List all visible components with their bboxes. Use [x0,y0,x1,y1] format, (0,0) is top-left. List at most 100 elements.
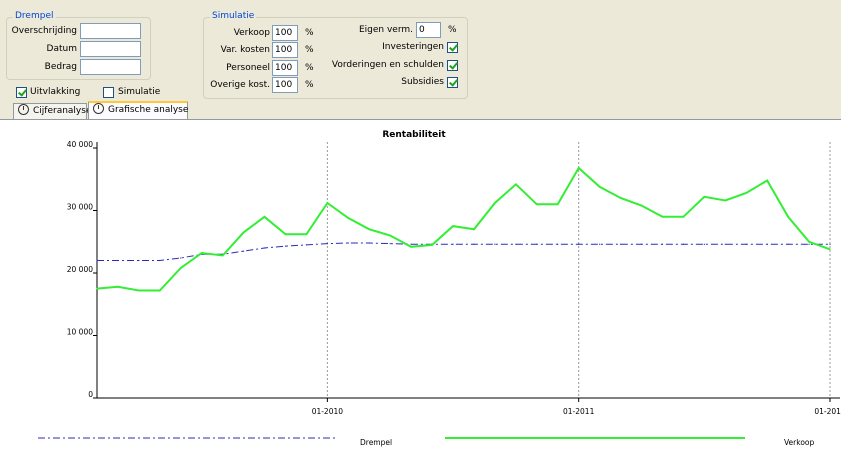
rentabiliteit-chart: Rentabiliteit 0 10 000 20 000 30 000 40 000 0… [38,130,841,447]
overschrijding-input[interactable] [80,23,141,39]
chart-panel: Rentabiliteit 0 10 000 20 000 30 000 40 000 0… [0,119,841,466]
data-point-verkoop [640,204,643,207]
verkoop-label: Verkoop [233,28,270,38]
eigen-verm-input[interactable]: 0 [416,22,441,38]
legend-label-verkoop: Verkoop [784,438,814,447]
var-kosten-label: Var. kosten [220,45,270,55]
data-point-drempel [808,243,810,245]
data-point-verkoop [180,267,182,269]
data-point-drempel [326,243,328,245]
data-point-drempel [640,243,643,245]
series-line-verkoop [96,166,831,292]
data-point-verkoop [661,216,664,218]
simulatie-checkbox[interactable] [103,87,114,98]
var-kosten-unit: % [305,45,314,55]
data-point-verkoop [745,192,747,194]
data-point-drempel [724,243,726,245]
data-point-verkoop [96,288,98,290]
verkoop-unit: % [305,28,314,38]
data-point-verkoop [808,241,810,243]
data-point-drempel [243,250,245,252]
data-point-drempel [515,243,517,245]
data-point-verkoop [138,289,140,292]
data-point-drempel [263,247,266,249]
data-point-verkoop [829,248,831,250]
data-point-drempel [410,243,412,245]
data-point-verkoop [599,186,601,188]
data-point-verkoop [724,199,726,202]
data-point-drempel [536,243,538,245]
data-point-drempel [159,259,161,262]
legend-label-drempel: Drempel [360,438,392,447]
data-point-drempel [452,243,454,245]
data-point-verkoop [263,216,266,218]
data-point-verkoop [787,216,789,218]
data-point-drempel [284,245,287,247]
data-point-verkoop [536,203,538,205]
tab-cijferanalyse-label: Cijferanalyse [33,106,92,116]
vorderingen-checkbox[interactable] [447,60,458,71]
bedrag-input[interactable] [80,59,141,75]
personeel-label: Personeel [226,63,270,73]
data-point-drempel [682,243,685,245]
overige-kost-input[interactable]: 100 [272,77,298,93]
data-point-drempel [703,243,705,245]
personeel-unit: % [305,63,314,73]
datum-input[interactable] [80,41,141,57]
y-tick-label: 10 000 [67,328,93,337]
data-point-verkoop [431,244,433,246]
investeringen-label: Investeringen [382,42,444,52]
subsidies-label: Subsidies [401,77,444,87]
tab-grafische-analyse[interactable]: Grafische analyse [88,101,188,120]
data-point-verkoop [117,286,119,288]
var-kosten-input[interactable]: 100 [272,42,298,58]
clock-icon [93,103,104,114]
data-point-verkoop [389,234,391,237]
data-point-verkoop [578,167,580,169]
data-point-verkoop [410,246,412,248]
overschrijding-label: Overschrijding [11,26,77,36]
tab-grafische-analyse-label: Grafische analyse [108,105,189,115]
data-point-verkoop [515,183,517,185]
data-point-drempel [305,244,308,246]
data-point-verkoop [368,228,370,230]
subsidies-checkbox[interactable] [447,77,458,88]
data-point-verkoop [494,202,496,204]
data-point-verkoop [473,228,475,230]
overige-kost-label: Overige kost. [210,80,270,90]
data-point-drempel [787,243,789,245]
drempel-group: Drempel [6,11,151,80]
simulatie-group: Simulatie [203,11,468,99]
simulatie-label: Simulatie [118,87,161,97]
clock-icon [18,104,29,115]
data-point-drempel [368,242,370,244]
verkoop-input[interactable]: 100 [272,25,298,41]
data-point-drempel [661,243,664,245]
investeringen-checkbox[interactable] [447,42,458,53]
data-point-drempel [180,257,182,259]
y-tick-label: 20 000 [67,265,93,274]
data-point-drempel [829,243,831,245]
y-tick-label: 40 000 [67,140,93,149]
y-tick-label: 30 000 [67,203,93,212]
data-point-verkoop [703,196,705,198]
data-point-verkoop [243,231,245,233]
datum-label: Datum [46,44,77,54]
data-point-verkoop [619,197,622,199]
data-point-verkoop [305,233,308,235]
x-tick-label: 01-2010 [312,407,344,416]
data-point-verkoop [682,216,685,218]
eigen-verm-label: Eigen verm. [358,25,413,35]
uitvlakking-checkbox[interactable] [16,87,27,98]
eigen-verm-unit: % [448,25,457,35]
data-point-verkoop [284,233,287,235]
tab-cijferanalyse[interactable]: Cijferanalyse [13,103,91,120]
data-point-verkoop [326,202,328,204]
data-point-drempel [347,242,349,244]
chart-title: Rentabiliteit [382,130,446,140]
x-tick-label: 01-2011 [563,407,595,416]
drempel-group-title: Drempel [13,11,56,21]
data-point-drempel [766,243,768,245]
overige-kost-unit: % [305,80,314,90]
personeel-input[interactable]: 100 [272,60,298,76]
